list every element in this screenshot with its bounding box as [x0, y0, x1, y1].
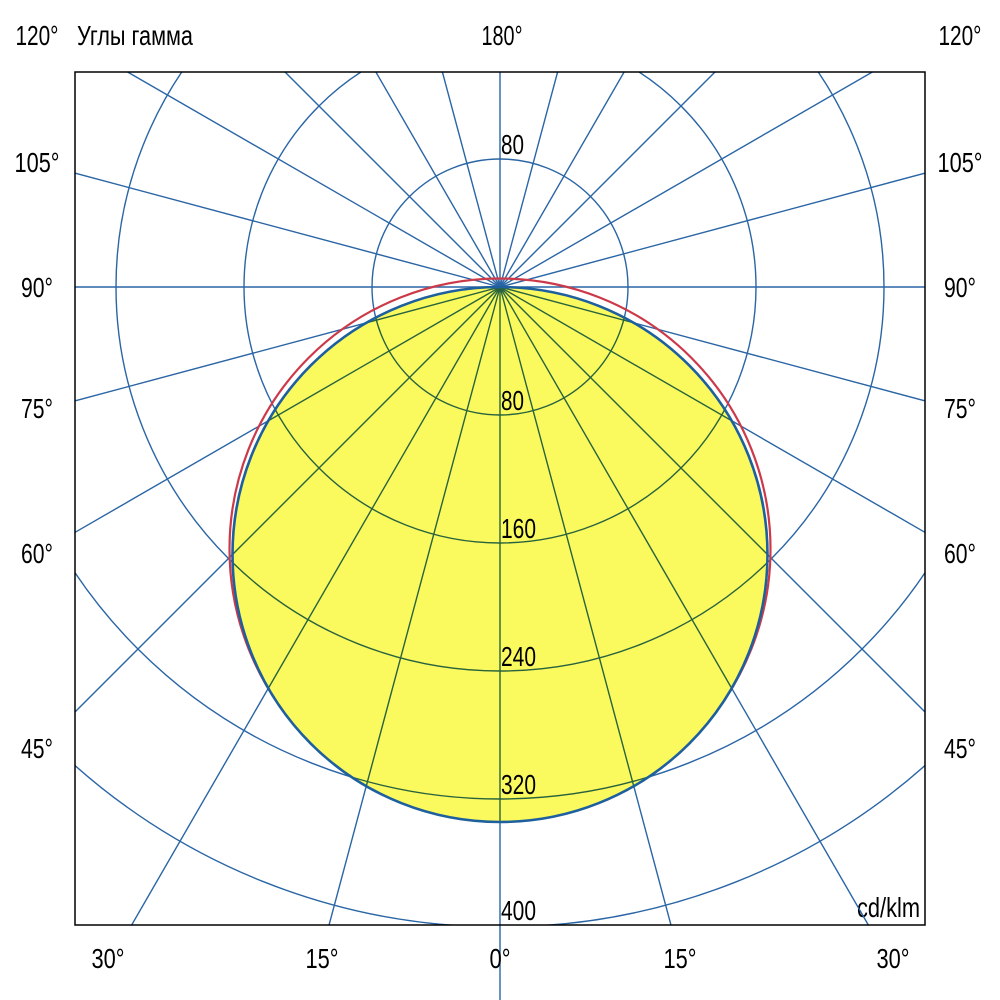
gamma-radial-line — [499, 287, 768, 822]
gamma-angle-label-left: 105° — [15, 147, 60, 178]
gamma-radial-line — [499, 287, 768, 288]
gamma-radial-line — [499, 286, 925, 402]
gamma-radial-line — [232, 287, 501, 822]
gamma-radial-line — [499, 287, 768, 822]
gamma-angle-label-left: 75° — [21, 393, 53, 424]
gamma-angle-label-bottom: 15° — [664, 943, 697, 974]
gamma-radial-line — [75, 172, 501, 288]
gamma-angle-label-left: 90° — [21, 272, 53, 303]
gamma-angle-label-right: 120° — [939, 20, 982, 51]
gamma-angle-label-left: 60° — [21, 538, 53, 569]
gamma-radial-line — [499, 72, 559, 288]
gamma-radial-line — [232, 287, 501, 822]
gamma-radial-line — [499, 72, 716, 288]
gamma-radial-line — [499, 72, 874, 288]
ring-value-label: 400 — [501, 895, 536, 926]
gamma-angle-label-bottom: 0° — [490, 943, 511, 974]
chart-title: Углы гамма — [77, 20, 193, 51]
ring-value-label: 80 — [501, 129, 524, 160]
gamma-angle-label-left: 120° — [16, 20, 59, 51]
gamma-angle-label-bottom: 30° — [877, 943, 910, 974]
gamma-angle-label-bottom: 30° — [92, 943, 125, 974]
gamma-radial-line — [499, 172, 925, 288]
gamma-radial-line — [284, 72, 501, 288]
ring-value-label: 160 — [501, 513, 536, 544]
gamma-radial-line — [499, 72, 625, 288]
gamma-radial-line — [232, 287, 501, 822]
gamma-angle-label-right: 45° — [944, 733, 976, 764]
gamma-radial-line — [499, 287, 768, 822]
ring-value-label: 320 — [501, 769, 536, 800]
gamma-angle-label-right: 105° — [938, 147, 983, 178]
gamma-radial-line — [499, 287, 768, 822]
axis-unit-label: cd/klm — [857, 892, 920, 923]
plot-frame — [74, 71, 926, 926]
gamma-angle-label-right: 60° — [944, 538, 976, 569]
ring-value-label: 80 — [501, 385, 524, 416]
gamma-angle-label-bottom: 15° — [306, 943, 339, 974]
gamma-radial-line — [375, 72, 501, 288]
gamma-radial-line — [75, 286, 501, 402]
top-axis-label: 180° — [482, 20, 523, 51]
gamma-radial-line — [126, 72, 501, 288]
gamma-angle-label-right: 90° — [944, 272, 976, 303]
gamma-angle-label-left: 45° — [21, 733, 53, 764]
ring-value-label: 240 — [501, 641, 536, 672]
gamma-radial-line — [232, 287, 501, 822]
c90-plane-curve — [231, 285, 769, 824]
gamma-angle-label-right: 75° — [944, 393, 976, 424]
